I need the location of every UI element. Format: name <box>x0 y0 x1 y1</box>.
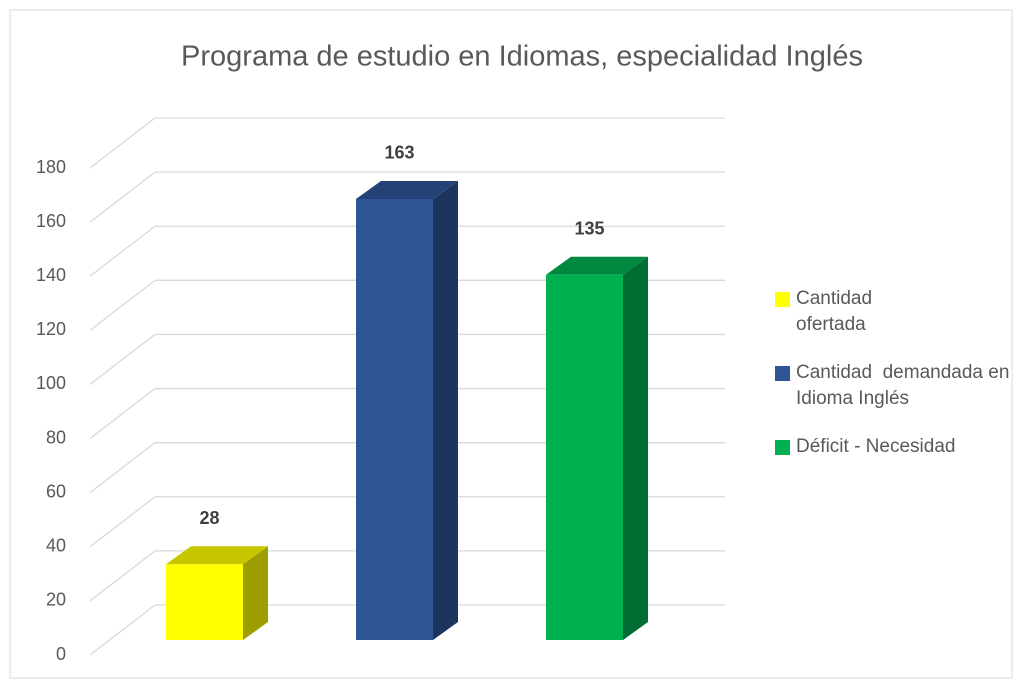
bar-side <box>433 180 458 640</box>
legend-label: Cantidad demandada en Idioma Inglés <box>796 362 1015 409</box>
legend-item: Cantidad ofertada <box>775 286 901 338</box>
legend: Cantidad ofertada Cantidad demandada en I… <box>775 286 1022 482</box>
bar-side <box>243 546 268 640</box>
bar <box>356 198 433 640</box>
y-tick-label: 120 <box>36 319 66 339</box>
grid-line <box>89 333 156 385</box>
bar-top <box>356 180 458 199</box>
grid-line <box>89 279 156 331</box>
y-tick-label: 20 <box>46 590 66 610</box>
bar-side <box>623 256 648 640</box>
value-label: 135 <box>574 219 604 239</box>
grid-line <box>89 171 156 223</box>
y-tick-label: 60 <box>46 481 66 501</box>
y-tick-label: 80 <box>46 427 66 447</box>
legend-item: Déficit - Necesidad <box>775 434 1022 460</box>
value-label: 163 <box>384 143 414 163</box>
y-tick-label: 0 <box>56 644 66 664</box>
y-tick-label: 140 <box>36 265 66 285</box>
legend-label: Cantidad ofertada <box>796 288 878 335</box>
bar-top <box>546 256 648 275</box>
legend-swatch <box>775 440 790 455</box>
y-tick-label: 180 <box>36 157 66 177</box>
grid-line <box>89 388 156 440</box>
grid-line <box>89 117 156 169</box>
grid-line <box>89 550 156 602</box>
grid-line <box>89 496 156 548</box>
legend-swatch <box>775 366 790 381</box>
grid-line <box>89 604 156 656</box>
grid-line <box>89 442 156 494</box>
legend-label: Déficit - Necesidad <box>796 436 956 457</box>
bar <box>546 274 623 640</box>
bar <box>166 564 243 640</box>
y-tick-label: 40 <box>46 536 66 556</box>
bar-top <box>166 546 268 565</box>
legend-item: Cantidad demandada en Idioma Inglés <box>775 360 1021 412</box>
y-tick-label: 100 <box>36 373 66 393</box>
grid-line <box>89 225 156 277</box>
y-tick-label: 160 <box>36 211 66 231</box>
value-label: 28 <box>199 508 219 528</box>
legend-swatch <box>775 292 790 307</box>
chart-title: Programa de estudio en Idiomas, especial… <box>181 41 863 73</box>
